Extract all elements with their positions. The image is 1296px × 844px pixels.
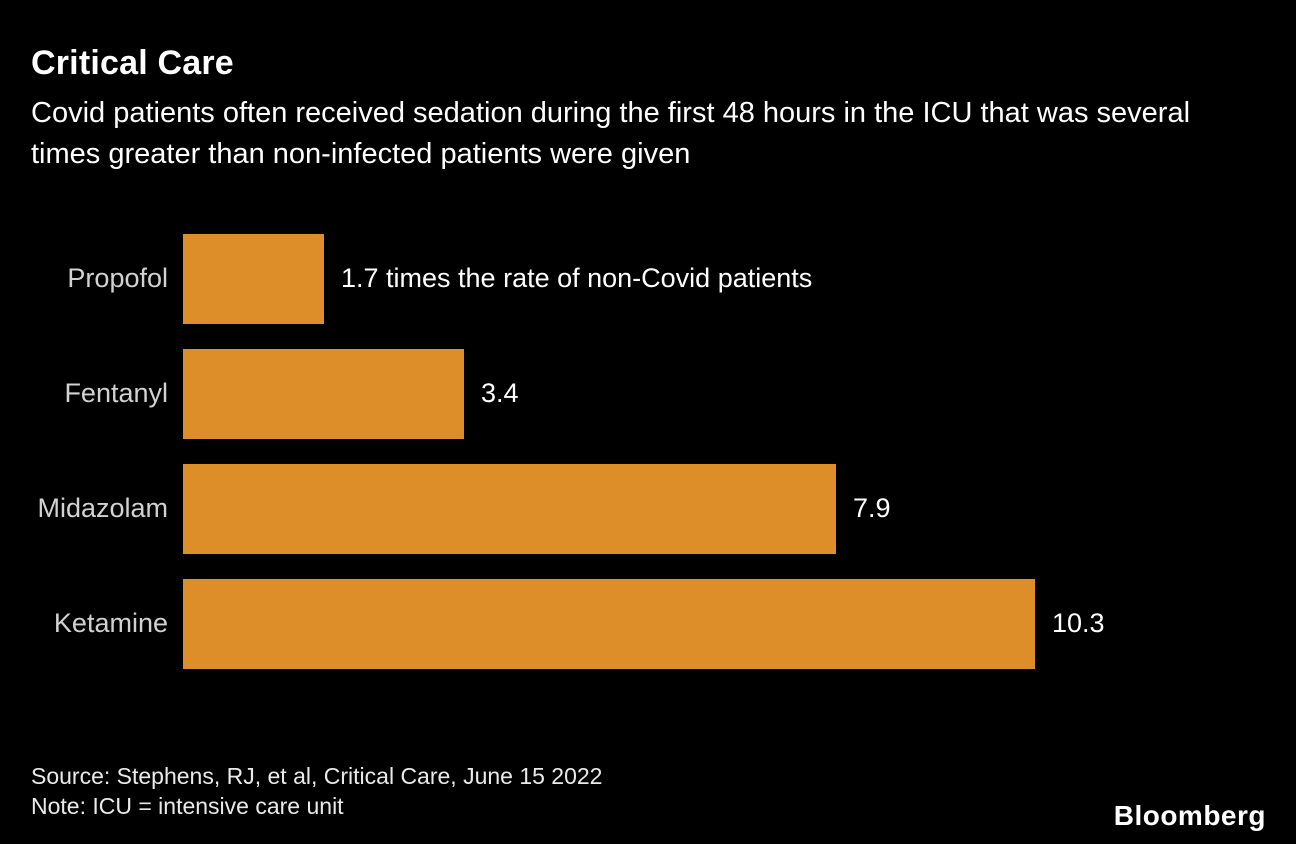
- bar-row: Ketamine 10.3: [31, 578, 1265, 669]
- chart-footer: Source: Stephens, RJ, et al, Critical Ca…: [31, 762, 602, 822]
- source-text: Source: Stephens, RJ, et al, Critical Ca…: [31, 763, 603, 789]
- value-label-propofol: 1.7 times the rate of non-Covid patients: [341, 263, 813, 294]
- value-label-midazolam: 7.9: [853, 493, 891, 524]
- bar-track: 1.7 times the rate of non-Covid patients: [183, 233, 1265, 324]
- note-text: Note: ICU = intensive care unit: [31, 792, 344, 819]
- category-label-fentanyl: Fentanyl: [64, 378, 168, 409]
- bar-propofol: [183, 233, 324, 324]
- category-label-ketamine: Ketamine: [53, 608, 168, 639]
- bar-track: 10.3: [183, 578, 1265, 669]
- bar-row: Propofol 1.7 times the rate of non-Covid …: [31, 233, 1265, 324]
- bar-track: 3.4: [183, 348, 1265, 439]
- value-label-fentanyl: 3.4: [481, 378, 519, 409]
- chart-subtitle: Covid patients often received sedation d…: [31, 97, 1191, 171]
- category-label-propofol: Propofol: [67, 263, 168, 294]
- category-label-midazolam: Midazolam: [37, 493, 168, 524]
- bar-row: Fentanyl 3.4: [31, 348, 1265, 439]
- chart-title: Critical Care: [31, 44, 234, 82]
- bloomberg-logo: Bloomberg: [1113, 800, 1266, 831]
- bar-ketamine: [183, 578, 1035, 669]
- value-label-ketamine: 10.3: [1052, 608, 1105, 639]
- bar-row: Midazolam 7.9: [31, 463, 1265, 554]
- bar-midazolam: [183, 463, 836, 554]
- bar-chart: Propofol 1.7 times the rate of non-Covid …: [31, 233, 1265, 669]
- bar-fentanyl: [183, 348, 464, 439]
- bar-track: 7.9: [183, 463, 1265, 554]
